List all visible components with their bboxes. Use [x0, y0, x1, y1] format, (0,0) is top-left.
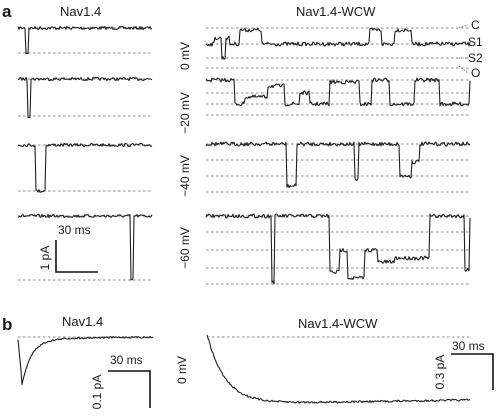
title-right-nav14-wcw: Nav1.4-WCW	[296, 4, 376, 19]
current-traces	[17, 25, 471, 404]
state-label-o: O	[471, 66, 480, 80]
state-label-c: C	[471, 18, 480, 32]
panel-a-letter: a	[2, 2, 12, 21]
dashed-level-lines	[18, 27, 470, 338]
trace-left-nav14-row0	[17, 25, 153, 55]
state-label-s2: S2	[468, 51, 483, 65]
title-b-right: Nav1.4-WCW	[298, 316, 378, 331]
scale-b-right-time: 30 ms	[452, 339, 485, 353]
voltage-label-minus20mv: −20 mV	[178, 92, 192, 134]
voltage-label-0mv: 0 mV	[178, 42, 192, 70]
trace-b-left-nav14-average	[17, 335, 154, 386]
scale-bar-b-right: 30 ms 0.3 pA	[433, 339, 494, 390]
scale-bar-b-right-lines	[451, 353, 494, 390]
scale-bar-a-lines	[55, 240, 98, 273]
scale-a-current: 1 pA	[38, 246, 52, 271]
state-label-s1: S1	[468, 35, 483, 49]
panel-b-letter: b	[2, 315, 12, 334]
voltage-label-panel-b: 0 mV	[175, 356, 189, 384]
scale-b-left-time: 30 ms	[110, 353, 143, 367]
scale-a-time: 30 ms	[58, 223, 91, 237]
trace-b-right-wcw-average	[206, 334, 471, 404]
scale-bar-b-left: 30 ms 0.1 pA	[90, 353, 151, 410]
trace-right-wcw-row3	[205, 213, 471, 285]
trace-left-nav14-row2	[17, 142, 153, 193]
trace-left-nav14-row1	[17, 76, 153, 119]
scale-bar-a: 30 ms 1 pA	[38, 223, 98, 273]
state-leader-o	[458, 65, 469, 74]
title-left-nav14: Nav1.4	[60, 4, 101, 19]
voltage-label-minus60mv: −60 mV	[178, 227, 192, 269]
scale-b-right-current: 0.3 pA	[433, 355, 447, 390]
voltage-label-minus40mv: −40 mV	[178, 155, 192, 197]
title-b-left: Nav1.4	[62, 314, 103, 329]
scale-bar-b-left-lines	[108, 370, 151, 408]
scale-b-left-current: 0.1 pA	[90, 375, 104, 410]
trace-right-wcw-row2	[205, 141, 471, 189]
trace-right-wcw-row1	[205, 77, 471, 107]
trace-left-nav14-row3	[17, 213, 153, 281]
trace-right-wcw-row0	[205, 27, 471, 60]
